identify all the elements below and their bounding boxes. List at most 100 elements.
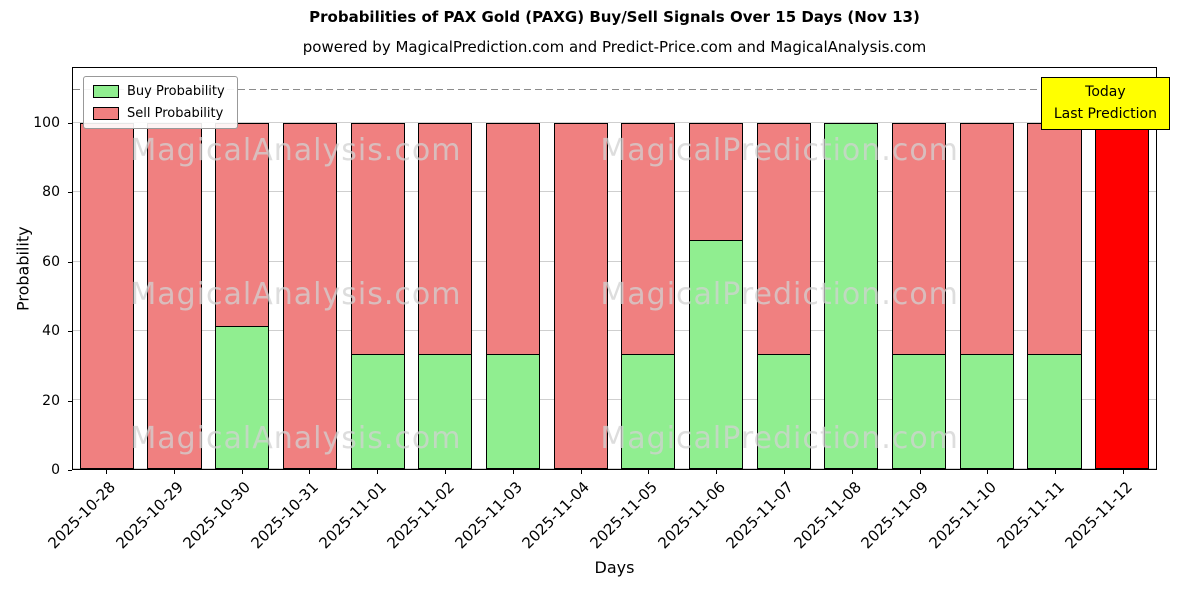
x-axis-label: Days bbox=[594, 558, 635, 577]
sell-segment bbox=[688, 123, 744, 241]
y-tick-mark bbox=[68, 261, 72, 263]
legend-entry: Buy Probability bbox=[93, 84, 225, 99]
x-tick-label: 2025-11-11 bbox=[993, 478, 1069, 553]
sell-segment bbox=[215, 123, 270, 328]
bar-2025-11-12 bbox=[1095, 68, 1150, 469]
bar-2025-11-08 bbox=[824, 68, 879, 469]
bar-2025-10-30 bbox=[215, 68, 270, 469]
buy-segment bbox=[418, 354, 473, 469]
sell-segment bbox=[282, 123, 337, 469]
bar-2025-11-11 bbox=[1027, 68, 1082, 469]
bar-2025-11-03 bbox=[485, 68, 541, 469]
chart-title: Probabilities of PAX Gold (PAXG) Buy/Sel… bbox=[309, 8, 920, 26]
bar-2025-11-07 bbox=[756, 68, 811, 469]
bar-slot bbox=[615, 68, 683, 469]
x-tick-mark bbox=[105, 470, 107, 474]
y-tick-mark bbox=[68, 122, 72, 124]
x-tick-mark bbox=[1123, 470, 1125, 474]
bar-2025-11-10 bbox=[959, 68, 1014, 469]
x-tick-label: 2025-11-07 bbox=[722, 478, 797, 553]
today-bar-segment bbox=[1095, 123, 1150, 469]
x-tick-label: 2025-11-10 bbox=[925, 478, 1001, 553]
gridline bbox=[73, 329, 1156, 331]
sell-segment bbox=[350, 123, 405, 355]
buy-segment bbox=[824, 123, 879, 469]
bar-2025-10-31 bbox=[282, 68, 337, 469]
gridline bbox=[73, 191, 1156, 193]
legend-swatch bbox=[93, 85, 119, 98]
sell-segment bbox=[1027, 123, 1082, 355]
sell-segment bbox=[892, 123, 947, 355]
x-tick-label: 2025-11-12 bbox=[1061, 478, 1136, 553]
bar-slot bbox=[208, 68, 276, 469]
y-tick-label: 0 bbox=[51, 462, 60, 478]
buy-segment bbox=[621, 354, 676, 469]
x-tick-mark bbox=[580, 470, 582, 474]
sell-segment bbox=[147, 123, 202, 469]
y-tick-mark bbox=[68, 400, 72, 402]
x-tick-mark bbox=[1055, 470, 1057, 474]
y-tick-mark bbox=[68, 331, 72, 333]
bar-slot bbox=[547, 68, 615, 469]
today-annotation: Today Last Prediction bbox=[1040, 77, 1170, 131]
y-tick-label: 60 bbox=[42, 253, 60, 270]
bar-slot bbox=[750, 68, 818, 469]
threshold-dashed-line bbox=[73, 88, 1156, 91]
bar-2025-11-09 bbox=[892, 68, 947, 469]
sell-segment bbox=[485, 123, 541, 355]
x-tick-mark bbox=[444, 470, 446, 474]
buy-segment bbox=[959, 354, 1014, 469]
x-tick-label: 2025-11-08 bbox=[790, 478, 865, 553]
sell-segment bbox=[959, 123, 1014, 355]
x-tick-label: 2025-11-05 bbox=[586, 478, 662, 553]
today-annotation-line1: Today bbox=[1085, 84, 1126, 100]
sell-segment bbox=[553, 123, 608, 469]
x-tick-label: 2025-10-28 bbox=[44, 478, 119, 553]
bar-slot bbox=[344, 68, 412, 469]
chart-subtitle: powered by MagicalPrediction.com and Pre… bbox=[302, 38, 927, 56]
sell-segment bbox=[418, 123, 473, 355]
bar-2025-10-29 bbox=[147, 68, 202, 469]
x-tick-label: 2025-11-01 bbox=[315, 478, 390, 553]
x-tick-label: 2025-11-06 bbox=[654, 478, 729, 553]
y-tick-label: 20 bbox=[42, 392, 60, 409]
bars-container bbox=[73, 68, 1156, 469]
x-tick-mark bbox=[309, 470, 311, 474]
x-axis-ticks: 2025-10-28 2025-10-29 2025-10-30 2025-10-31… bbox=[44, 470, 1157, 553]
legend-swatch bbox=[93, 107, 119, 120]
gridline bbox=[73, 468, 1156, 469]
bar-slot bbox=[479, 68, 547, 469]
bar-slot bbox=[276, 68, 344, 469]
y-tick-label: 100 bbox=[33, 114, 60, 131]
bar-slot bbox=[141, 68, 209, 469]
x-tick-mark bbox=[648, 470, 650, 474]
x-tick-mark bbox=[173, 470, 175, 474]
bar-slot bbox=[682, 68, 750, 469]
today-annotation-line2: Last Prediction bbox=[1053, 105, 1157, 122]
sell-segment bbox=[756, 123, 811, 355]
x-tick-label: 2025-10-31 bbox=[247, 478, 323, 553]
buy-segment bbox=[350, 354, 405, 469]
bar-2025-11-04 bbox=[553, 68, 608, 469]
x-tick-mark bbox=[241, 470, 243, 474]
bar-slot bbox=[411, 68, 479, 469]
bar-slot bbox=[1088, 68, 1156, 469]
buy-segment bbox=[688, 240, 744, 469]
y-tick-mark bbox=[68, 192, 72, 194]
x-tick-label: 2025-11-09 bbox=[858, 478, 933, 553]
legend-label: Buy Probability bbox=[127, 84, 225, 99]
sell-segment bbox=[621, 123, 676, 355]
legend-label: Sell Probability bbox=[127, 106, 224, 121]
x-tick-mark bbox=[512, 470, 514, 474]
bar-slot bbox=[73, 68, 141, 469]
x-tick-mark bbox=[784, 470, 786, 474]
legend: Buy Probability Sell Probability bbox=[83, 76, 238, 129]
x-tick-mark bbox=[851, 470, 853, 474]
legend-entry: Sell Probability bbox=[93, 106, 225, 121]
plot-area: MagicalAnalysis.com MagicalPrediction.com… bbox=[72, 67, 1157, 470]
buy-segment bbox=[756, 354, 811, 469]
buy-segment bbox=[215, 327, 270, 469]
buy-segment bbox=[1027, 354, 1082, 469]
gridline bbox=[73, 260, 1156, 262]
